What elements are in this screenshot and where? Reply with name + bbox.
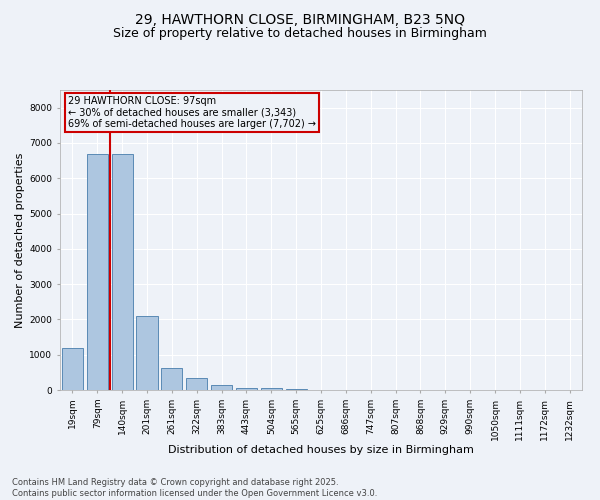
- Text: Contains HM Land Registry data © Crown copyright and database right 2025.
Contai: Contains HM Land Registry data © Crown c…: [12, 478, 377, 498]
- X-axis label: Distribution of detached houses by size in Birmingham: Distribution of detached houses by size …: [168, 446, 474, 456]
- Text: 29, HAWTHORN CLOSE, BIRMINGHAM, B23 5NQ: 29, HAWTHORN CLOSE, BIRMINGHAM, B23 5NQ: [135, 12, 465, 26]
- Bar: [62, 348, 83, 390]
- Bar: [186, 378, 207, 390]
- Bar: [161, 368, 182, 390]
- Bar: [136, 316, 158, 390]
- Text: Size of property relative to detached houses in Birmingham: Size of property relative to detached ho…: [113, 28, 487, 40]
- Bar: [236, 388, 257, 390]
- Bar: [112, 154, 133, 390]
- Y-axis label: Number of detached properties: Number of detached properties: [15, 152, 25, 328]
- Bar: [87, 154, 108, 390]
- Bar: [261, 388, 282, 390]
- Text: 29 HAWTHORN CLOSE: 97sqm
← 30% of detached houses are smaller (3,343)
69% of sem: 29 HAWTHORN CLOSE: 97sqm ← 30% of detach…: [68, 96, 316, 129]
- Bar: [211, 386, 232, 390]
